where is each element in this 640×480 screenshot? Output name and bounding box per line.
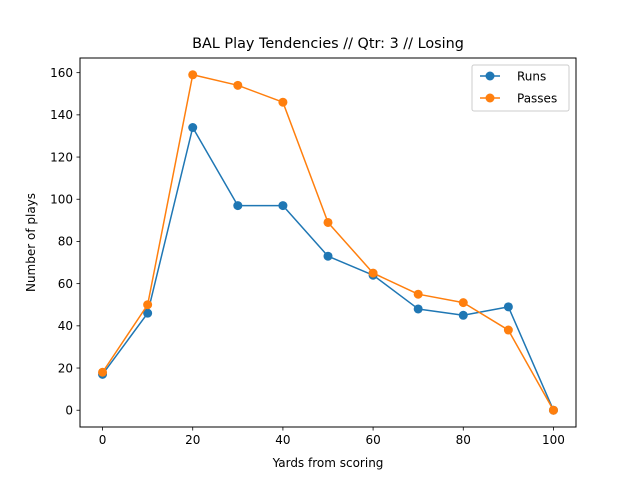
series-line <box>103 75 554 410</box>
plot-area <box>98 70 558 414</box>
data-point <box>504 326 513 335</box>
data-point <box>549 406 558 415</box>
y-tick-label: 160 <box>50 66 73 80</box>
x-tick-label: 20 <box>185 433 200 447</box>
y-tick-label: 100 <box>50 193 73 207</box>
x-tick-label: 40 <box>275 433 290 447</box>
data-point <box>459 298 468 307</box>
x-tick-label: 0 <box>99 433 107 447</box>
data-point <box>188 70 197 79</box>
legend-label: Passes <box>517 91 557 105</box>
y-tick-label: 40 <box>58 319 73 333</box>
series-line <box>103 128 554 411</box>
x-tick-label: 60 <box>365 433 380 447</box>
data-point <box>98 368 107 377</box>
axes-frame <box>80 58 576 427</box>
data-point <box>143 300 152 309</box>
data-point <box>233 81 242 90</box>
data-point <box>324 252 333 261</box>
data-point <box>414 290 423 299</box>
x-axis-label: Yards from scoring <box>272 456 384 470</box>
data-point <box>459 311 468 320</box>
y-tick-label: 20 <box>58 361 73 375</box>
data-point <box>414 304 423 313</box>
series-passes <box>98 70 558 414</box>
x-axis: 0 20 40 60 80 100 <box>99 427 565 447</box>
legend: Runs Passes <box>472 65 569 111</box>
y-axis-label: Number of plays <box>24 193 38 292</box>
series-runs <box>98 123 558 415</box>
data-point <box>278 98 287 107</box>
y-axis: 0 20 40 60 80 100 120 140 160 <box>50 66 80 418</box>
data-point <box>324 218 333 227</box>
data-point <box>369 269 378 278</box>
x-tick-label: 80 <box>456 433 471 447</box>
legend-marker <box>486 94 495 103</box>
data-point <box>504 302 513 311</box>
data-point <box>188 123 197 132</box>
y-tick-label: 80 <box>58 235 73 249</box>
y-tick-label: 0 <box>65 404 73 418</box>
x-tick-label: 100 <box>542 433 565 447</box>
legend-marker <box>486 72 495 81</box>
legend-label: Runs <box>517 69 546 83</box>
data-point <box>233 201 242 210</box>
chart-title: BAL Play Tendencies // Qtr: 3 // Losing <box>192 36 464 52</box>
y-tick-label: 140 <box>50 108 73 122</box>
y-tick-label: 60 <box>58 277 73 291</box>
y-tick-label: 120 <box>50 150 73 164</box>
data-point <box>278 201 287 210</box>
